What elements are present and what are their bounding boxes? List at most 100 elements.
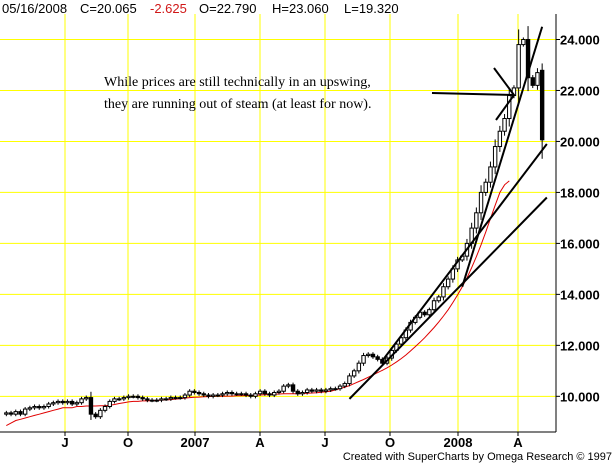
- candle-body: [69, 400, 75, 405]
- candle-body: [121, 397, 127, 400]
- candle-body: [88, 397, 94, 415]
- y-axis: 10.000 12.000 14.000 16.000 18.000 20.000 22.0…: [556, 32, 600, 404]
- x-tick-label: A: [255, 435, 265, 450]
- candle-body: [159, 398, 164, 401]
- candle-body: [445, 278, 451, 288]
- candle-body: [178, 397, 183, 400]
- y-tick-label: 24.000: [560, 32, 600, 47]
- candle-body: [112, 398, 117, 402]
- candle-body: [267, 393, 272, 396]
- candle-body: [107, 400, 112, 408]
- candle-body: [93, 413, 98, 418]
- candle-body: [375, 356, 380, 360]
- y-tick-label: 16.000: [560, 236, 600, 251]
- candle-body: [436, 296, 441, 302]
- trendline: [381, 143, 548, 362]
- candle-body: [225, 391, 230, 395]
- candle-body: [215, 394, 221, 397]
- annotation: While prices are still technically in an…: [104, 67, 516, 121]
- candle-body: [210, 394, 216, 397]
- x-axis: J O 2007 A J O 2008 A: [61, 432, 523, 450]
- candle-body: [4, 412, 9, 415]
- trendline: [348, 196, 548, 400]
- candle-body: [309, 389, 315, 392]
- x-tick-label: 2007: [181, 435, 210, 450]
- candle-body: [145, 398, 150, 401]
- y-tick-label: 12.000: [560, 338, 600, 353]
- candle-body: [370, 353, 376, 358]
- x-tick-label: 2008: [444, 435, 473, 450]
- candle-body: [248, 394, 253, 397]
- header-close: C=20.065: [80, 1, 137, 16]
- candle-body: [253, 393, 258, 397]
- candle-body: [290, 384, 296, 392]
- candle-body: [187, 390, 192, 396]
- candle-body: [154, 399, 159, 402]
- candle-body: [539, 69, 545, 141]
- candle-body: [135, 395, 141, 399]
- candle-body: [149, 399, 155, 402]
- header-low: L=19.320: [344, 1, 399, 16]
- candle-body: [257, 390, 263, 395]
- candle-body: [286, 384, 291, 387]
- candle-body: [319, 389, 324, 392]
- header-high: H=23.060: [272, 1, 329, 16]
- candle-body: [478, 191, 484, 214]
- candle-body: [276, 390, 282, 393]
- candle-body: [474, 212, 479, 229]
- candle-body: [168, 397, 174, 400]
- header-date: 05/16/2008: [2, 1, 67, 16]
- candle-body: [18, 411, 23, 415]
- candle-body: [262, 390, 268, 395]
- candle-body: [398, 337, 404, 345]
- candle-body: [8, 412, 14, 415]
- candle-body: [530, 77, 535, 86]
- annotation-arrow-head: [493, 67, 516, 121]
- candle-body: [32, 406, 37, 409]
- trendline: [461, 26, 544, 288]
- candle-body: [102, 406, 108, 411]
- candle-body: [356, 362, 362, 372]
- annotation-arrow-shaft: [431, 92, 515, 96]
- candle-body: [84, 397, 89, 400]
- candle-body: [323, 389, 329, 392]
- candles: [4, 26, 545, 420]
- candle-body: [13, 411, 18, 415]
- candle-body: [422, 311, 427, 316]
- candle-body: [79, 398, 84, 404]
- candle-body: [328, 388, 333, 391]
- candle-body: [46, 403, 51, 408]
- candle-body: [65, 400, 70, 404]
- x-tick-label: O: [123, 435, 133, 450]
- candle-body: [74, 402, 80, 405]
- y-tick-label: 20.000: [560, 134, 600, 149]
- candle-body: [140, 397, 145, 400]
- candle-body: [502, 118, 507, 132]
- candle-body: [516, 44, 521, 89]
- candle-body: [239, 393, 244, 396]
- candle-body: [347, 375, 352, 385]
- x-tick-label: J: [321, 435, 328, 450]
- annotation-line-2: they are running out of steam (at least …: [104, 97, 371, 112]
- y-tick-label: 14.000: [560, 287, 600, 302]
- candle-body: [206, 394, 211, 397]
- candle-body: [60, 400, 65, 404]
- candle-body: [342, 383, 347, 387]
- y-tick-label: 18.000: [560, 185, 600, 200]
- candle-body: [192, 390, 197, 393]
- candle-body: [295, 390, 300, 395]
- candle-body: [126, 395, 131, 399]
- candle-body: [243, 393, 249, 396]
- candle-body: [333, 388, 338, 391]
- candle-body: [427, 309, 432, 316]
- candle-body: [234, 393, 239, 396]
- candle-body: [173, 397, 178, 400]
- candle-body: [182, 394, 188, 399]
- candle-body: [492, 146, 498, 168]
- candle-body: [351, 370, 357, 377]
- x-tick-label: A: [513, 435, 523, 450]
- candle-body: [483, 181, 488, 193]
- annotation-line-1: While prices are still technically in an…: [104, 75, 371, 90]
- candle-body: [337, 385, 343, 390]
